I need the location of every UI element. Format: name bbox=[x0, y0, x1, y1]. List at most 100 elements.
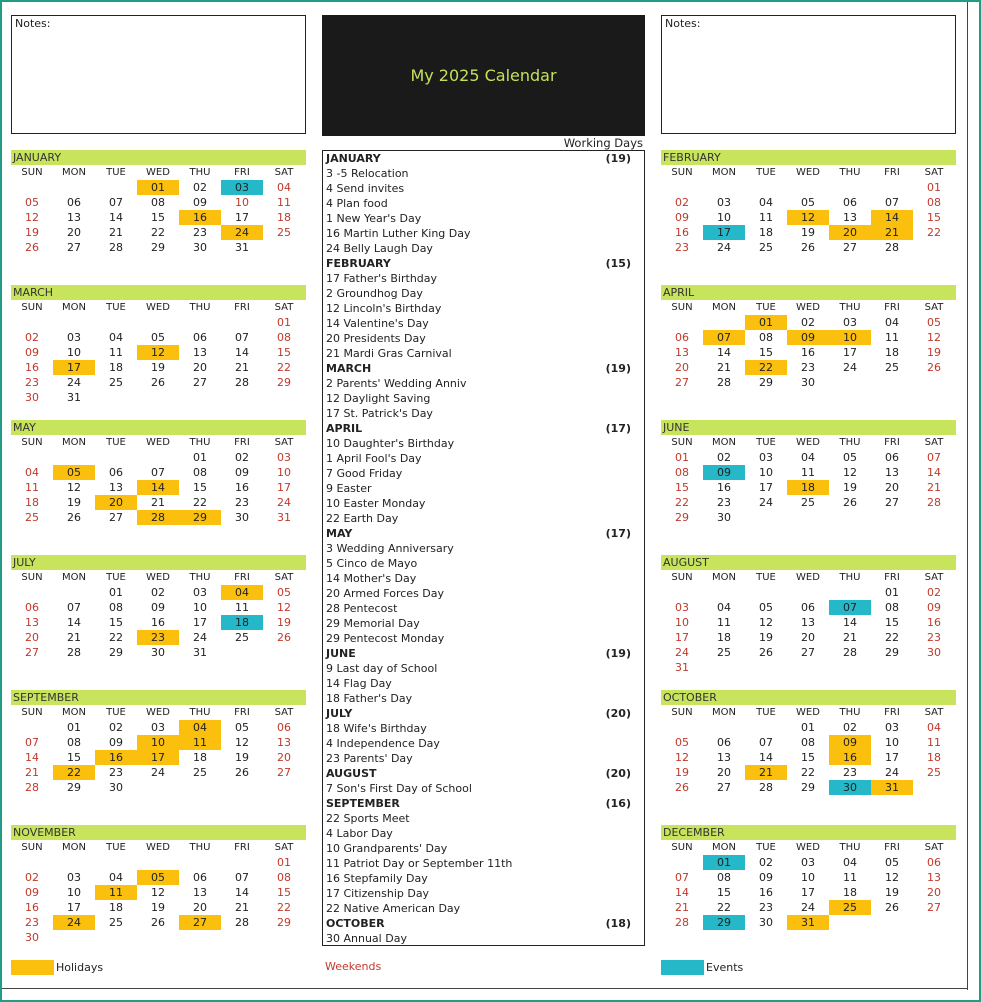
day-cell[interactable]: 24 bbox=[151, 766, 165, 779]
day-cell[interactable]: 16 bbox=[151, 616, 165, 629]
day-cell[interactable]: 03 bbox=[193, 586, 207, 599]
day-cell[interactable]: 14 bbox=[25, 751, 39, 764]
day-cell[interactable]: 01 bbox=[193, 451, 207, 464]
day-cell[interactable]: 27 bbox=[675, 376, 689, 389]
day-cell[interactable]: 09 bbox=[829, 735, 871, 750]
day-cell[interactable]: 22 bbox=[151, 226, 165, 239]
day-cell[interactable]: 24 bbox=[801, 901, 815, 914]
day-cell[interactable]: 10 bbox=[829, 330, 871, 345]
day-cell[interactable]: 07 bbox=[759, 736, 773, 749]
day-cell[interactable]: 12 bbox=[151, 886, 165, 899]
day-cell[interactable]: 07 bbox=[109, 196, 123, 209]
day-cell[interactable]: 07 bbox=[235, 331, 249, 344]
day-cell[interactable]: 03 bbox=[717, 196, 731, 209]
day-cell[interactable]: 17 bbox=[137, 750, 179, 765]
day-cell[interactable]: 16 bbox=[759, 886, 773, 899]
day-cell[interactable]: 08 bbox=[109, 601, 123, 614]
day-cell[interactable]: 10 bbox=[717, 211, 731, 224]
day-cell[interactable]: 15 bbox=[885, 616, 899, 629]
day-cell[interactable]: 04 bbox=[885, 316, 899, 329]
day-cell[interactable]: 09 bbox=[675, 211, 689, 224]
day-cell[interactable]: 15 bbox=[151, 211, 165, 224]
day-cell[interactable]: 02 bbox=[759, 856, 773, 869]
day-cell[interactable]: 07 bbox=[67, 601, 81, 614]
day-cell[interactable]: 28 bbox=[675, 916, 689, 929]
day-cell[interactable]: 31 bbox=[277, 511, 291, 524]
day-cell[interactable]: 26 bbox=[801, 241, 815, 254]
day-cell[interactable]: 29 bbox=[151, 241, 165, 254]
day-cell[interactable]: 28 bbox=[25, 781, 39, 794]
day-cell[interactable]: 24 bbox=[277, 496, 291, 509]
day-cell[interactable]: 26 bbox=[759, 646, 773, 659]
day-cell[interactable]: 19 bbox=[25, 226, 39, 239]
day-cell[interactable]: 02 bbox=[25, 331, 39, 344]
day-cell[interactable]: 08 bbox=[675, 466, 689, 479]
day-cell[interactable]: 20 bbox=[885, 481, 899, 494]
day-cell[interactable]: 22 bbox=[277, 901, 291, 914]
day-cell[interactable]: 28 bbox=[759, 781, 773, 794]
day-cell[interactable]: 06 bbox=[801, 601, 815, 614]
day-cell[interactable]: 28 bbox=[137, 510, 179, 525]
day-cell[interactable]: 14 bbox=[843, 616, 857, 629]
day-cell[interactable]: 15 bbox=[675, 481, 689, 494]
day-cell[interactable]: 29 bbox=[801, 781, 815, 794]
day-cell[interactable]: 22 bbox=[717, 901, 731, 914]
day-cell[interactable]: 09 bbox=[109, 736, 123, 749]
day-cell[interactable]: 23 bbox=[193, 226, 207, 239]
day-cell[interactable]: 28 bbox=[109, 241, 123, 254]
day-cell[interactable]: 19 bbox=[843, 481, 857, 494]
day-cell[interactable]: 30 bbox=[235, 511, 249, 524]
day-cell[interactable]: 06 bbox=[277, 721, 291, 734]
day-cell[interactable]: 05 bbox=[277, 586, 291, 599]
day-cell[interactable]: 08 bbox=[801, 736, 815, 749]
day-cell[interactable]: 15 bbox=[927, 211, 941, 224]
day-cell[interactable]: 21 bbox=[871, 225, 913, 240]
day-cell[interactable]: 18 bbox=[277, 211, 291, 224]
day-cell[interactable]: 30 bbox=[109, 781, 123, 794]
day-cell[interactable]: 04 bbox=[109, 331, 123, 344]
day-cell[interactable]: 19 bbox=[277, 616, 291, 629]
day-cell[interactable]: 01 bbox=[675, 451, 689, 464]
day-cell[interactable]: 20 bbox=[717, 766, 731, 779]
day-cell[interactable]: 10 bbox=[801, 871, 815, 884]
day-cell[interactable]: 13 bbox=[277, 736, 291, 749]
day-cell[interactable]: 03 bbox=[151, 721, 165, 734]
day-cell[interactable]: 22 bbox=[801, 766, 815, 779]
day-cell[interactable]: 04 bbox=[179, 720, 221, 735]
day-cell[interactable]: 17 bbox=[843, 346, 857, 359]
day-cell[interactable]: 28 bbox=[927, 496, 941, 509]
day-cell[interactable]: 05 bbox=[25, 196, 39, 209]
day-cell[interactable]: 25 bbox=[885, 361, 899, 374]
day-cell[interactable]: 27 bbox=[277, 766, 291, 779]
day-cell[interactable]: 04 bbox=[759, 196, 773, 209]
day-cell[interactable]: 25 bbox=[717, 646, 731, 659]
day-cell[interactable]: 03 bbox=[759, 451, 773, 464]
day-cell[interactable]: 01 bbox=[745, 315, 787, 330]
day-cell[interactable]: 27 bbox=[179, 915, 221, 930]
day-cell[interactable]: 12 bbox=[137, 345, 179, 360]
day-cell[interactable]: 24 bbox=[843, 361, 857, 374]
day-cell[interactable]: 13 bbox=[67, 211, 81, 224]
day-cell[interactable]: 29 bbox=[759, 376, 773, 389]
day-cell[interactable]: 30 bbox=[927, 646, 941, 659]
day-cell[interactable]: 12 bbox=[67, 481, 81, 494]
day-cell[interactable]: 20 bbox=[927, 886, 941, 899]
day-cell[interactable]: 19 bbox=[675, 766, 689, 779]
day-cell[interactable]: 30 bbox=[717, 511, 731, 524]
day-cell[interactable]: 03 bbox=[67, 331, 81, 344]
day-cell[interactable]: 29 bbox=[277, 916, 291, 929]
day-cell[interactable]: 28 bbox=[235, 916, 249, 929]
day-cell[interactable]: 19 bbox=[759, 631, 773, 644]
day-cell[interactable]: 01 bbox=[137, 180, 179, 195]
day-cell[interactable]: 30 bbox=[829, 780, 871, 795]
day-cell[interactable]: 29 bbox=[179, 510, 221, 525]
day-cell[interactable]: 26 bbox=[675, 781, 689, 794]
day-cell[interactable]: 07 bbox=[927, 451, 941, 464]
day-cell[interactable]: 13 bbox=[193, 886, 207, 899]
day-cell[interactable]: 11 bbox=[95, 885, 137, 900]
day-cell[interactable]: 26 bbox=[67, 511, 81, 524]
day-cell[interactable]: 14 bbox=[871, 210, 913, 225]
day-cell[interactable]: 15 bbox=[67, 751, 81, 764]
day-cell[interactable]: 24 bbox=[885, 766, 899, 779]
day-cell[interactable]: 21 bbox=[151, 496, 165, 509]
